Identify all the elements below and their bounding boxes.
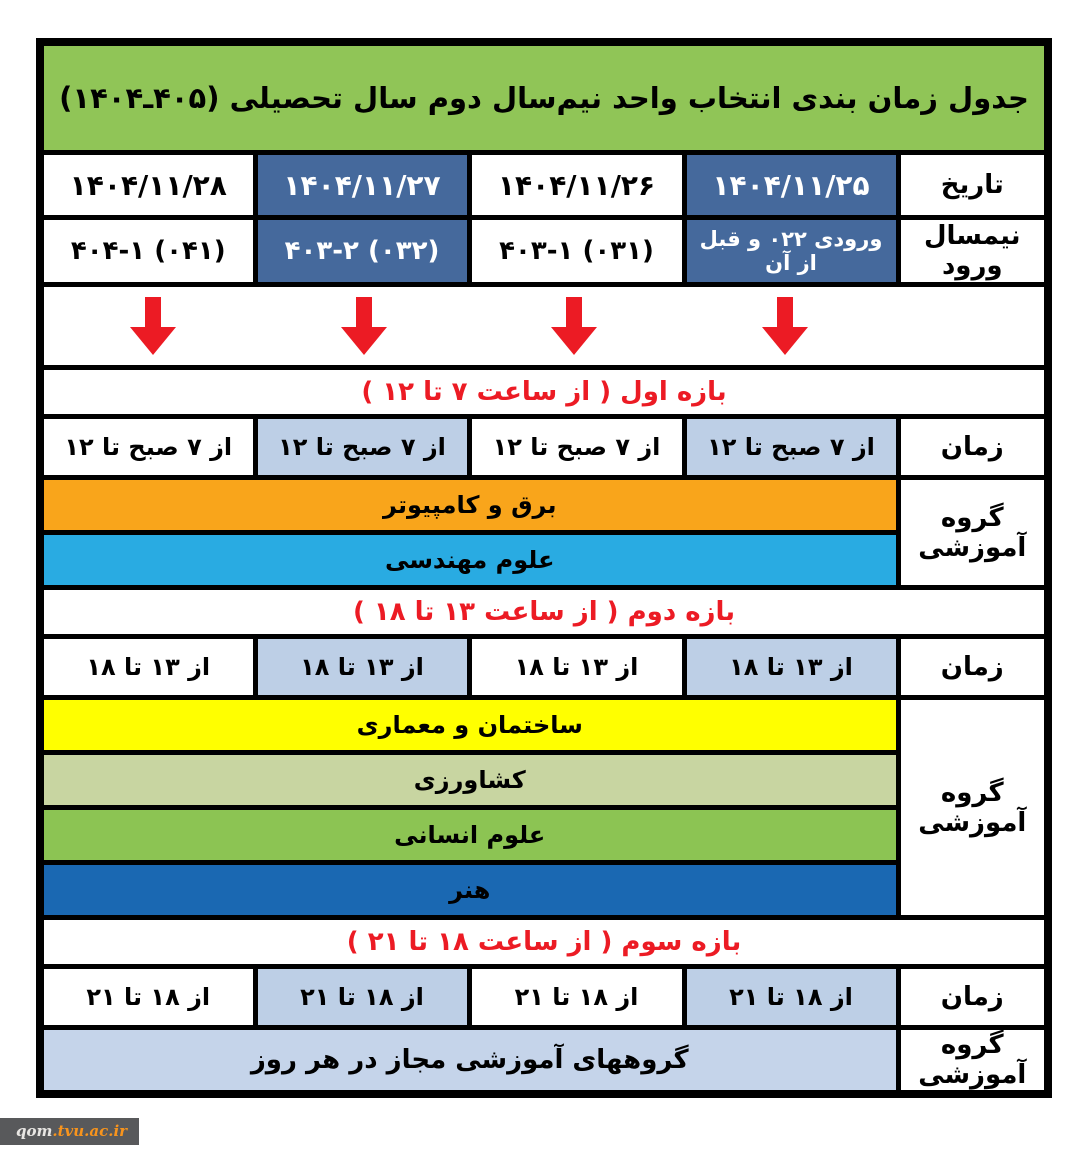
interval-band: بازه سوم ( از ساعت ۱۸ تا ۲۱ )	[37, 915, 1051, 969]
entry-semester-cell: ۴۰۴-۱ (۰۴۱)	[37, 215, 258, 287]
footer-groups-cell: گروههای آموزشی مجاز در هر روز	[37, 1025, 901, 1097]
group-row: علوم انسانی	[37, 805, 901, 865]
time-cell: از ۷ صبح تا ۱۲	[466, 414, 687, 480]
down-arrow-icon	[130, 297, 177, 355]
time-cell: از ۷ صبح تا ۱۲	[681, 414, 901, 480]
entry-semester-header-cell: نیمسال ورود	[895, 215, 1051, 287]
time-header-cell: زمان	[895, 964, 1051, 1030]
time-cell: از ۱۳ تا ۱۸	[466, 634, 687, 700]
watermark-site-prefix: qom	[16, 1122, 53, 1140]
table-title: جدول زمان بندی انتخاب واحد نیم‌سال دوم س…	[37, 39, 1051, 155]
watermark-site-suffix: .tvu.ac.ir	[52, 1122, 128, 1140]
arrows-row	[37, 282, 1051, 370]
schedule-table: جدول زمان بندی انتخاب واحد نیم‌سال دوم س…	[36, 38, 1053, 1098]
time-cell: از ۱۳ تا ۱۸	[681, 634, 901, 700]
date-cell: ۱۴۰۴/۱۱/۲۶	[466, 150, 687, 220]
interval-band: بازه دوم ( از ساعت ۱۳ تا ۱۸ )	[37, 585, 1051, 639]
date-header-cell: تاریخ	[895, 150, 1051, 220]
group-row: برق و کامپیوتر	[37, 475, 901, 535]
time-header-cell: زمان	[895, 414, 1051, 480]
time-cell: از ۷ صبح تا ۱۲	[37, 414, 258, 480]
time-cell: از ۱۸ تا ۲۱	[252, 964, 472, 1030]
date-cell: ۱۴۰۴/۱۱/۲۸	[37, 150, 258, 220]
down-arrow-icon	[340, 297, 387, 355]
group-header-cell: گروه آموزشی	[895, 1025, 1051, 1097]
group-row: کشاورزی	[37, 750, 901, 810]
time-cell: از ۱۸ تا ۲۱	[466, 964, 687, 1030]
down-arrow-icon	[761, 297, 808, 355]
entry-semester-cell: ورودی ۰۲۲ و قبل از آن	[681, 215, 901, 287]
arrow-strip	[48, 290, 1040, 363]
time-header-cell: زمان	[895, 634, 1051, 700]
time-cell: از ۱۳ تا ۱۸	[37, 634, 258, 700]
group-header-cell: گروه آموزشی	[895, 695, 1051, 920]
date-cell: ۱۴۰۴/۱۱/۲۵	[681, 150, 901, 220]
time-cell: از ۱۸ تا ۲۱	[37, 964, 258, 1030]
group-row: علوم مهندسی	[37, 530, 901, 590]
interval-band: بازه اول ( از ساعت ۷ تا ۱۲ )	[37, 365, 1051, 419]
time-cell: از ۱۸ تا ۲۱	[681, 964, 901, 1030]
group-row: ساختمان و معماری	[37, 695, 901, 755]
entry-semester-cell: ۴۰۳-۲ (۰۳۲)	[252, 215, 472, 287]
entry-semester-cell: ۴۰۳-۱ (۰۳۱)	[466, 215, 687, 287]
group-header-cell: گروه آموزشی	[895, 475, 1051, 590]
time-cell: از ۷ صبح تا ۱۲	[252, 414, 472, 480]
date-cell: ۱۴۰۴/۱۱/۲۷	[252, 150, 472, 220]
watermark: qom.tvu.ac.ir	[0, 1118, 140, 1145]
down-arrow-icon	[551, 297, 598, 355]
time-cell: از ۱۳ تا ۱۸	[252, 634, 472, 700]
group-row: هنر	[37, 860, 901, 920]
